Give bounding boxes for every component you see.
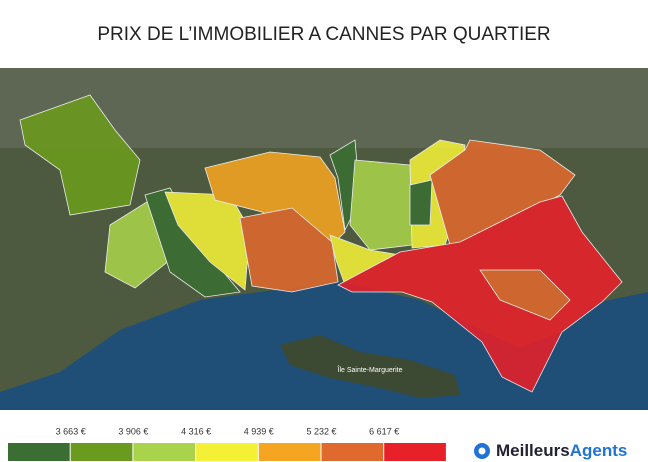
logo: MeilleursAgents — [474, 441, 627, 460]
district — [349, 159, 413, 251]
legend-label: 4 316 € — [181, 426, 211, 436]
island — [280, 335, 460, 398]
logo-part: Agents — [570, 441, 628, 460]
logo-icon-hole — [478, 447, 486, 455]
legend-label: 5 232 € — [306, 426, 336, 436]
district — [239, 207, 339, 293]
island-label: Île Sainte-Marguerite — [337, 365, 403, 374]
legend-swatch — [8, 443, 70, 461]
logo-part: Meilleurs — [496, 441, 570, 460]
district — [409, 179, 433, 226]
legend-label: 3 906 € — [118, 426, 148, 436]
legend-swatch — [196, 443, 258, 461]
district — [337, 195, 623, 393]
districts — [19, 94, 623, 393]
district — [19, 94, 141, 216]
map: Île Sainte-Marguerite — [0, 68, 648, 410]
district — [479, 269, 571, 321]
legend: 3 663 € 3 906 € 4 316 € 4 939 € 5 232 € 6 617… — [8, 426, 446, 461]
legend-swatch — [133, 443, 196, 461]
district — [144, 187, 241, 298]
legend-label: 3 663 € — [56, 426, 86, 436]
legend-label: 6 617 € — [369, 426, 399, 436]
legend-swatch — [70, 443, 133, 461]
logo-text: MeilleursAgents — [496, 441, 627, 460]
title: PRIX DE L’IMMOBILIER A CANNES PAR QUARTI… — [97, 24, 550, 45]
legend-label: 4 939 € — [244, 426, 274, 436]
legend-swatch — [258, 443, 321, 461]
legend-swatch — [321, 443, 384, 461]
legend-swatch — [384, 443, 446, 461]
